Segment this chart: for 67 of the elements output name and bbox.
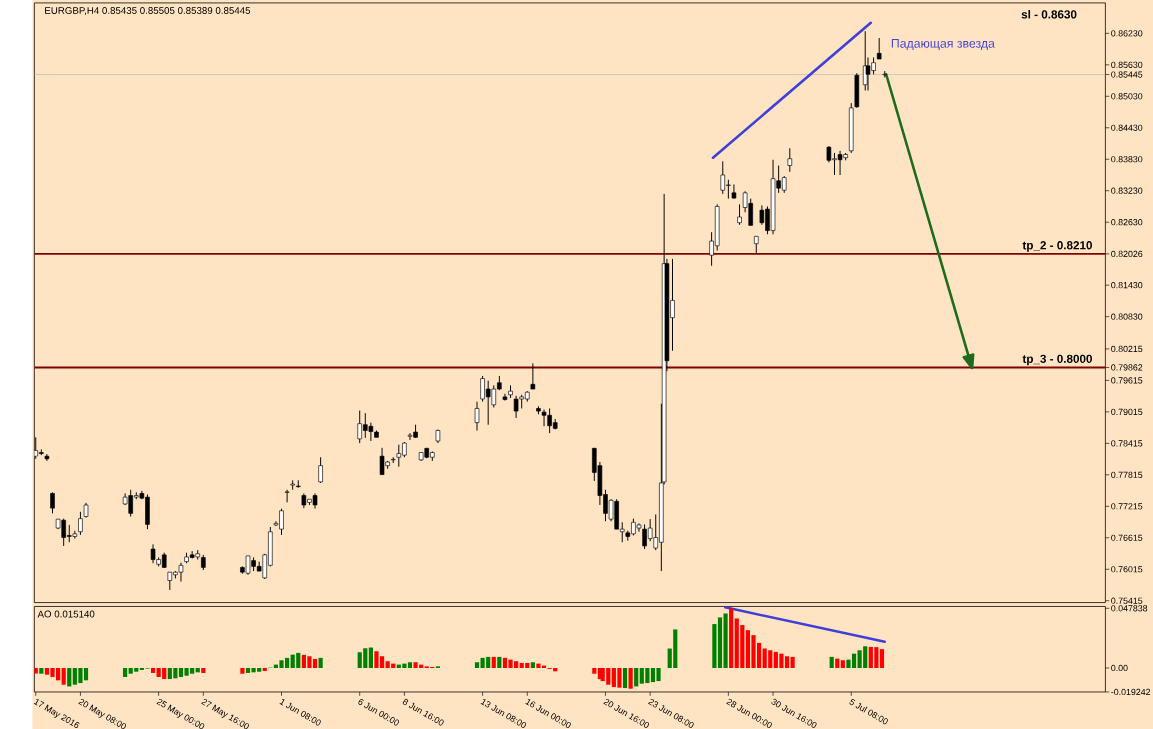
y-tick-label: -0.019242 (1111, 688, 1151, 696)
candlestick (530, 362, 536, 390)
y-tick-label: 0.00 (1111, 664, 1128, 672)
annotation: sl - 0.8630 (1021, 10, 1077, 19)
bar (67, 668, 72, 687)
y-tick-label: 0.81430 (1111, 282, 1143, 289)
y-tick-label: 0.77815 (1111, 471, 1143, 478)
bar (39, 668, 44, 674)
bar (790, 656, 795, 669)
y-tick-label: 0.047838 (1111, 605, 1148, 612)
y-tick-label: 0.83230 (1111, 187, 1143, 194)
bar (407, 662, 413, 669)
bar (634, 668, 639, 687)
y-tick-label: 0.86230 (1111, 30, 1143, 37)
bar (530, 662, 535, 669)
bar (201, 668, 206, 673)
bar (712, 624, 717, 669)
candlestick (737, 203, 742, 226)
candlestick (44, 453, 50, 462)
bar (318, 657, 323, 669)
bar (879, 649, 885, 669)
y-tick-label: 0.79015 (1111, 408, 1143, 416)
y-tick-label: 0.75415 (1111, 597, 1143, 604)
bar (729, 608, 734, 669)
bar (262, 668, 267, 671)
candlestick (78, 511, 83, 536)
y-tick-label: 0.85030 (1111, 93, 1143, 100)
candlestick (787, 147, 793, 173)
y-tick-label: 0.84430 (1111, 124, 1143, 131)
candlestick (731, 183, 737, 200)
y-tick-label: 0.80215 (1111, 345, 1143, 353)
bar (474, 662, 480, 669)
y-tick-label: 0.76615 (1111, 534, 1143, 541)
bar (840, 660, 845, 669)
candlestick (318, 456, 323, 484)
ref-line-label: tp_2 - 0.8210 (1022, 241, 1092, 252)
annotation: Падающая звезда (891, 39, 995, 51)
ref-line-label: tp_3 - 0.8000 (1022, 354, 1092, 366)
y-tick-label: 0.82630 (1111, 219, 1143, 226)
bar (368, 647, 373, 669)
y-tick-label: 0.77215 (1111, 503, 1143, 510)
y-tick-label: 0.85630 (1111, 61, 1143, 68)
candlestick (876, 37, 882, 60)
candlestick (284, 489, 290, 503)
y-tick-label: 0.78415 (1111, 440, 1143, 447)
bar (835, 658, 840, 669)
bar (622, 668, 628, 689)
y-tick-label: 0.80830 (1111, 313, 1143, 320)
y-tick-label: 0.83830 (1111, 156, 1143, 163)
bar (123, 668, 128, 677)
chart-title: EURGBP,H4 0.85435 0.85505 0.85389 0.85445 (45, 7, 251, 16)
chart-title: AO 0.015140 (37, 610, 95, 618)
y-tick-label: 0.85445 (1111, 71, 1143, 78)
y-tick-label: 0.79862 (1111, 364, 1143, 371)
bar (491, 656, 496, 669)
candlestick (50, 491, 55, 514)
bar (240, 668, 245, 674)
bar (592, 668, 597, 674)
y-tick-label: 0.76015 (1111, 566, 1143, 573)
bar (61, 668, 66, 685)
bar (829, 656, 834, 669)
candlestick (474, 401, 480, 432)
bar (628, 668, 633, 689)
bar (150, 668, 156, 673)
y-tick-label: 0.79615 (1111, 377, 1143, 384)
bar (497, 656, 502, 669)
y-tick-label: 0.82026 (1111, 250, 1143, 258)
